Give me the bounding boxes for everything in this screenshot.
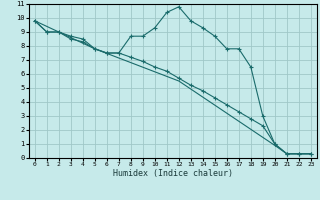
X-axis label: Humidex (Indice chaleur): Humidex (Indice chaleur) (113, 169, 233, 178)
